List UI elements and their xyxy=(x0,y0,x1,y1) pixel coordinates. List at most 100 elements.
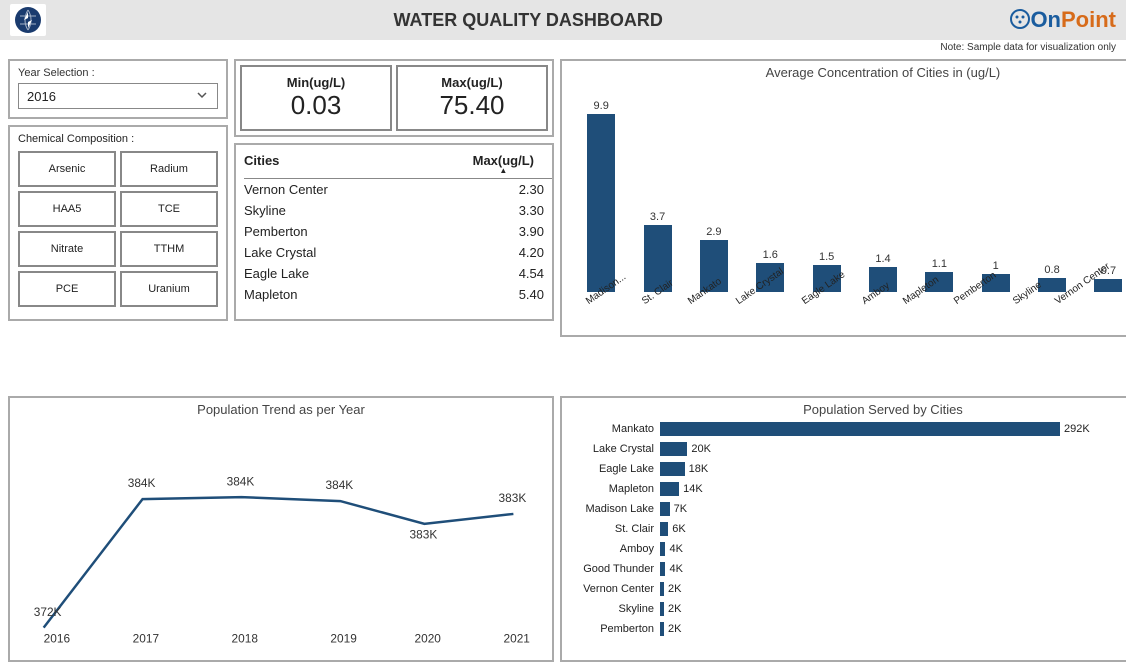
svg-text:2020: 2020 xyxy=(415,631,442,645)
min-label: Min(ug/L) xyxy=(287,75,345,90)
chemical-card: Chemical Composition : ArsenicRadiumHAA5… xyxy=(8,125,228,321)
sort-asc-icon: ▲ xyxy=(473,168,534,174)
hbar-row: Lake Crystal 20K xyxy=(570,439,1126,459)
bar-rect[interactable] xyxy=(587,114,615,292)
chemical-label: Chemical Composition : xyxy=(18,133,218,145)
bar-column: 3.7 xyxy=(630,211,684,292)
hbar-bar-wrap: 4K xyxy=(660,539,1126,559)
hbar-bar[interactable] xyxy=(660,482,679,496)
hbar-bar-wrap: 18K xyxy=(660,459,1126,479)
table-header: Cities Max(ug/L) ▲ xyxy=(244,149,552,179)
chemical-button[interactable]: Radium xyxy=(120,151,218,187)
bar-value: 1 xyxy=(993,260,999,272)
chemical-button[interactable]: Uranium xyxy=(120,271,218,307)
hbar-bar-wrap: 292K xyxy=(660,419,1126,439)
col-cities[interactable]: Cities xyxy=(244,153,279,174)
col-max[interactable]: Max(ug/L) ▲ xyxy=(473,153,534,174)
hbar-value: 14K xyxy=(683,483,703,495)
hbar-value: 20K xyxy=(691,443,711,455)
hbar-label: Mapleton xyxy=(570,483,660,495)
hbar-bar[interactable] xyxy=(660,562,665,576)
hbar-bar[interactable] xyxy=(660,622,664,636)
table-body[interactable]: Vernon Center2.30Skyline3.30Pemberton3.9… xyxy=(244,179,552,315)
hbar-bar-wrap: 4K xyxy=(660,559,1126,579)
hbar-row: Mankato292K xyxy=(570,419,1126,439)
hbar-label: Mankato xyxy=(570,423,660,435)
cities-table-card: Cities Max(ug/L) ▲ Vernon Center2.30Skyl… xyxy=(234,143,554,321)
city-cell: Lake Crystal xyxy=(244,245,316,260)
year-select[interactable]: 2016 xyxy=(18,83,218,109)
year-label: Year Selection : xyxy=(18,67,218,79)
hbar-row: Skyline2K xyxy=(570,599,1126,619)
hbar-bar-wrap: 20K xyxy=(660,439,1126,459)
chemical-button[interactable]: Arsenic xyxy=(18,151,116,187)
table-row[interactable]: Mapleton5.40 xyxy=(244,284,546,305)
hbar-bar-wrap: 2K xyxy=(660,579,1126,599)
table-row[interactable]: Vernon Center2.30 xyxy=(244,179,546,200)
hbar-bar-wrap: 7K xyxy=(660,499,1126,519)
table-row[interactable]: Pemberton3.90 xyxy=(244,221,546,242)
hbar-bar[interactable] xyxy=(660,442,687,456)
max-value: 75.40 xyxy=(439,90,504,121)
table-row[interactable]: Skyline3.30 xyxy=(244,200,546,221)
page-title: WATER QUALITY DASHBOARD xyxy=(46,10,1010,31)
svg-text:2019: 2019 xyxy=(330,631,357,645)
hbar-label: Pemberton xyxy=(570,623,660,635)
hbar-label: Eagle Lake xyxy=(570,463,660,475)
hbar-bar[interactable] xyxy=(660,522,668,536)
hbar-row: Vernon Center2K xyxy=(570,579,1126,599)
hbar-value: 18K xyxy=(689,463,709,475)
chemical-button[interactable]: Nitrate xyxy=(18,231,116,267)
bar-value: 3.7 xyxy=(650,211,665,223)
chevron-down-icon xyxy=(195,88,209,105)
app-logo xyxy=(10,4,46,36)
chemical-button[interactable]: TTHM xyxy=(120,231,218,267)
hbar-row: St. Clair6K xyxy=(570,519,1126,539)
hbar-label: Lake Crystal xyxy=(570,443,660,455)
hbar-row: Good Thunder4K xyxy=(570,559,1126,579)
hbar-label: Good Thunder xyxy=(570,563,660,575)
chemical-button[interactable]: TCE xyxy=(120,191,218,227)
value-cell: 3.90 xyxy=(519,224,544,239)
bar-value: 2.9 xyxy=(706,226,721,238)
max-stat: Max(ug/L) 75.40 xyxy=(396,65,548,131)
hbar-label: Skyline xyxy=(570,603,660,615)
hbar-label: Madison Lake xyxy=(570,503,660,515)
year-selection-card: Year Selection : 2016 xyxy=(8,59,228,119)
hbar-bar-wrap: 2K xyxy=(660,599,1126,619)
city-cell: Vernon Center xyxy=(244,182,328,197)
hbar-bar[interactable] xyxy=(660,542,665,556)
hbar-row: Pemberton2K xyxy=(570,619,1126,639)
hbar-bar[interactable] xyxy=(660,462,685,476)
chemical-button[interactable]: HAA5 xyxy=(18,191,116,227)
svg-text:383K: 383K xyxy=(499,491,527,505)
hbar-bar[interactable] xyxy=(660,422,1060,436)
bar-value: 0.8 xyxy=(1044,264,1059,276)
hbar-value: 7K xyxy=(674,503,687,515)
hbar-bar[interactable] xyxy=(660,582,664,596)
city-cell: Eagle Lake xyxy=(244,266,309,281)
hbar-bar[interactable] xyxy=(660,502,670,516)
table-row[interactable]: Eagle Lake 4.54 xyxy=(244,263,546,284)
brand-logo: OnPoint xyxy=(1010,7,1116,33)
svg-text:2018: 2018 xyxy=(232,631,259,645)
bar-value: 1.1 xyxy=(932,258,947,270)
avg-concentration-chart: Average Concentration of Cities in (ug/L… xyxy=(560,59,1126,337)
hbar-value: 2K xyxy=(668,583,681,595)
chemical-button[interactable]: PCE xyxy=(18,271,116,307)
svg-text:2016: 2016 xyxy=(44,631,71,645)
population-served-chart: Population Served by Cities Mankato292KL… xyxy=(560,396,1126,662)
value-cell: 4.54 xyxy=(519,266,544,281)
hbar-value: 6K xyxy=(672,523,685,535)
svg-text:2021: 2021 xyxy=(504,631,531,645)
svg-text:372K: 372K xyxy=(34,605,62,619)
hbar-bar[interactable] xyxy=(660,602,664,616)
population-trend-chart: Population Trend as per Year 372K2016384… xyxy=(8,396,554,662)
max-label: Max(ug/L) xyxy=(441,75,502,90)
table-row[interactable]: Lake Crystal4.20 xyxy=(244,242,546,263)
min-value: 0.03 xyxy=(291,90,342,121)
line-chart-svg: 372K2016384K2017384K2018384K2019383K2020… xyxy=(14,419,548,653)
hbar-row: Amboy4K xyxy=(570,539,1126,559)
bar-value: 1.5 xyxy=(819,251,834,263)
bar-value: 1.4 xyxy=(875,253,890,265)
